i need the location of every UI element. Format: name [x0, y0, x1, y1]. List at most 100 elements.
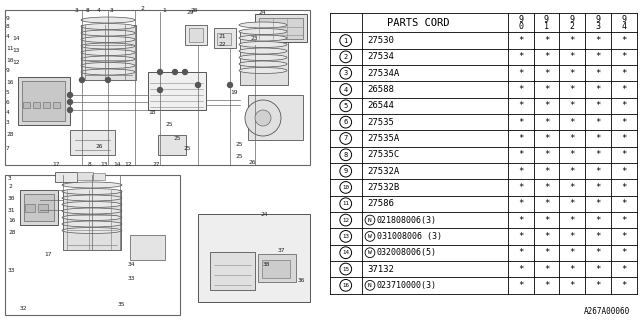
Text: *: *	[595, 118, 601, 127]
Ellipse shape	[239, 35, 287, 41]
Text: 13: 13	[100, 162, 108, 166]
Text: 18: 18	[148, 109, 156, 115]
Text: 4: 4	[97, 7, 100, 12]
Text: 3: 3	[75, 7, 79, 12]
Text: 14: 14	[113, 162, 120, 166]
Circle shape	[79, 77, 84, 83]
Text: *: *	[570, 167, 575, 176]
Ellipse shape	[239, 22, 287, 28]
Bar	[33, 102, 40, 108]
Text: 2: 2	[570, 22, 575, 31]
Text: *: *	[518, 118, 524, 127]
Text: N: N	[368, 218, 372, 223]
Text: 29: 29	[186, 10, 193, 14]
Text: *: *	[570, 85, 575, 94]
Text: 11: 11	[6, 46, 13, 52]
Bar	[189, 28, 203, 42]
Text: 25: 25	[165, 123, 173, 127]
Ellipse shape	[81, 30, 135, 36]
Bar	[70, 130, 115, 155]
Text: *: *	[621, 281, 627, 290]
Text: *: *	[518, 232, 524, 241]
Ellipse shape	[81, 43, 135, 49]
Text: 9: 9	[570, 15, 575, 24]
Text: 12: 12	[342, 218, 349, 223]
Ellipse shape	[81, 17, 135, 23]
Text: 23: 23	[250, 36, 257, 41]
Text: 16: 16	[342, 283, 349, 288]
Ellipse shape	[81, 23, 135, 29]
Text: 16: 16	[6, 79, 13, 84]
Text: *: *	[621, 199, 627, 208]
Text: 8: 8	[344, 152, 348, 158]
Text: PARTS CORD: PARTS CORD	[387, 18, 450, 28]
Text: 27532B: 27532B	[367, 183, 399, 192]
Ellipse shape	[81, 50, 135, 55]
Text: 35: 35	[118, 302, 125, 308]
Ellipse shape	[239, 68, 287, 74]
Text: *: *	[595, 150, 601, 159]
Text: *: *	[544, 232, 549, 241]
Text: 12: 12	[12, 60, 19, 65]
Circle shape	[106, 77, 111, 83]
Text: 38: 38	[263, 262, 271, 268]
Text: N: N	[368, 283, 372, 288]
Text: 10: 10	[6, 58, 13, 62]
Text: *: *	[621, 69, 627, 78]
Text: 10: 10	[342, 185, 349, 190]
Text: W: W	[368, 234, 372, 239]
Text: 1: 1	[162, 7, 166, 12]
Text: 5: 5	[6, 90, 10, 94]
Text: 27530: 27530	[367, 36, 394, 45]
Text: *: *	[595, 199, 601, 208]
Text: 27535C: 27535C	[367, 150, 399, 159]
Text: *: *	[595, 167, 601, 176]
Text: *: *	[544, 199, 549, 208]
Bar	[20, 190, 58, 225]
Text: *: *	[518, 150, 524, 159]
Text: 17: 17	[52, 162, 60, 166]
Text: *: *	[621, 118, 627, 127]
Text: *: *	[570, 101, 575, 110]
Text: 12: 12	[124, 162, 131, 166]
Text: 26588: 26588	[367, 85, 394, 94]
Text: 27586: 27586	[367, 199, 394, 208]
Text: 3: 3	[596, 22, 600, 31]
Bar	[38, 204, 48, 212]
Text: 9: 9	[344, 168, 348, 174]
Text: *: *	[570, 69, 575, 78]
Bar	[23, 102, 30, 108]
Ellipse shape	[62, 228, 122, 234]
Text: *: *	[570, 265, 575, 274]
Text: *: *	[570, 281, 575, 290]
Text: *: *	[544, 69, 549, 78]
Bar	[53, 102, 60, 108]
Bar	[25, 204, 35, 212]
Text: 3: 3	[110, 7, 114, 12]
Circle shape	[67, 92, 72, 98]
Text: 27534: 27534	[367, 52, 394, 61]
Text: 11: 11	[342, 201, 349, 206]
Ellipse shape	[81, 69, 135, 75]
Text: *: *	[595, 281, 601, 290]
Text: 37132: 37132	[367, 265, 394, 274]
Text: *: *	[518, 85, 524, 94]
Text: *: *	[544, 36, 549, 45]
Text: *: *	[518, 199, 524, 208]
Text: 9: 9	[6, 68, 10, 74]
Bar	[240, 30, 288, 85]
Ellipse shape	[81, 62, 135, 68]
Text: 19: 19	[230, 90, 237, 94]
Text: 28: 28	[6, 132, 13, 138]
Text: 031008006 (3): 031008006 (3)	[377, 232, 442, 241]
Circle shape	[157, 69, 163, 75]
Text: 3: 3	[6, 121, 10, 125]
Text: 14: 14	[342, 250, 349, 255]
Text: 3: 3	[344, 70, 348, 76]
Text: *: *	[595, 85, 601, 94]
Text: 27535A: 27535A	[367, 134, 399, 143]
Ellipse shape	[62, 202, 122, 207]
Text: 3: 3	[8, 175, 12, 180]
Text: 021808006(3): 021808006(3)	[377, 216, 436, 225]
Text: 14: 14	[12, 36, 19, 42]
